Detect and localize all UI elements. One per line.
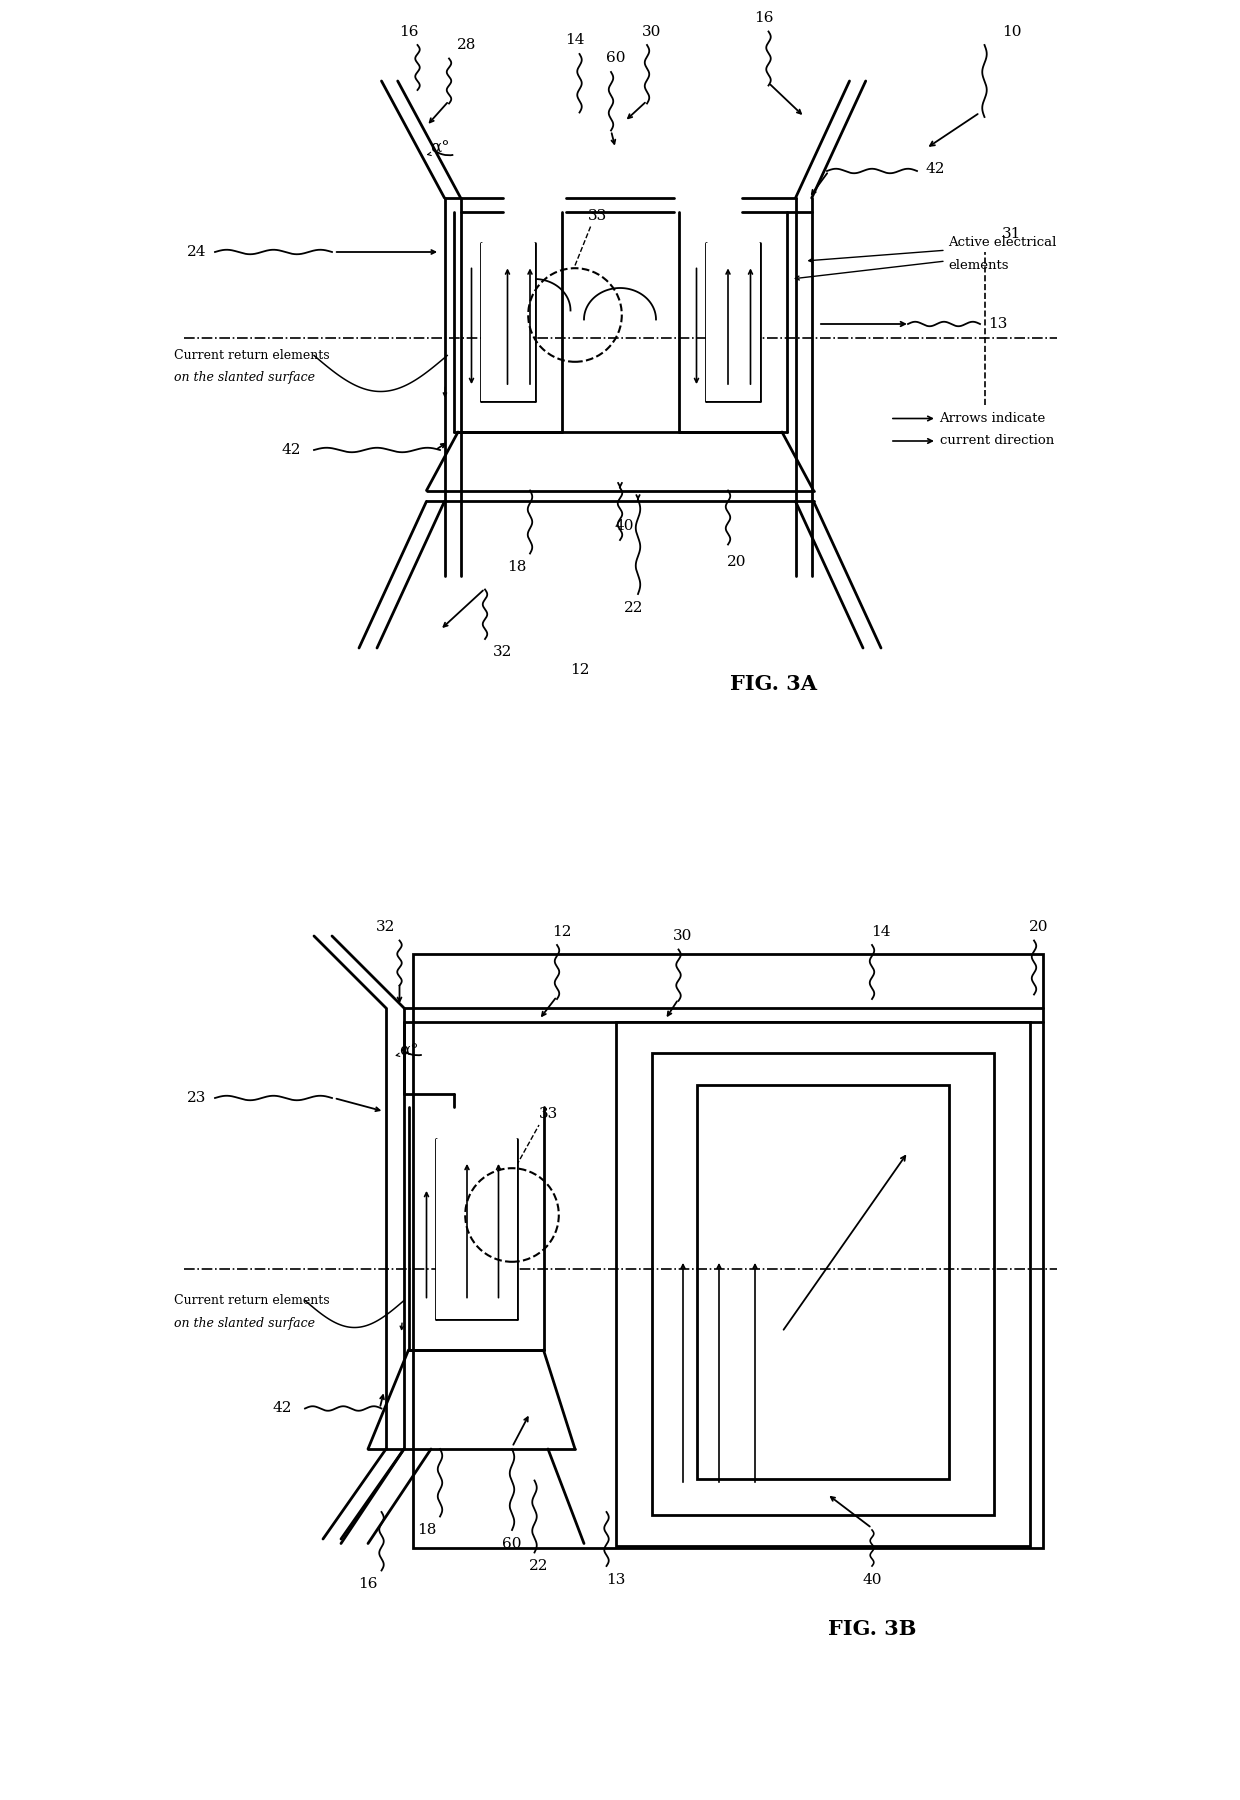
Text: Arrows indicate: Arrows indicate — [940, 412, 1045, 425]
Text: 42: 42 — [281, 443, 301, 457]
Text: 33: 33 — [588, 209, 608, 223]
Text: 28: 28 — [458, 38, 476, 52]
Text: 42: 42 — [925, 162, 945, 176]
Text: Current return elements: Current return elements — [175, 349, 330, 362]
Text: 32: 32 — [376, 920, 396, 934]
Text: current direction: current direction — [940, 434, 1054, 448]
Text: 20: 20 — [1029, 920, 1048, 934]
Text: 12: 12 — [552, 925, 572, 938]
Bar — [697, 1084, 949, 1480]
Bar — [413, 954, 1043, 1548]
Text: 40: 40 — [862, 1573, 882, 1586]
Text: 42: 42 — [273, 1402, 293, 1415]
Text: 18: 18 — [507, 560, 526, 574]
Text: 14: 14 — [565, 34, 585, 47]
Text: α°: α° — [430, 140, 450, 157]
Text: Active electrical: Active electrical — [949, 236, 1056, 250]
Bar — [651, 1053, 993, 1516]
Text: 30: 30 — [673, 929, 693, 943]
Text: 16: 16 — [358, 1577, 378, 1591]
Text: on the slanted surface: on the slanted surface — [175, 371, 315, 385]
Text: 14: 14 — [872, 925, 890, 938]
Text: 23: 23 — [187, 1091, 207, 1105]
Text: 40: 40 — [615, 520, 634, 533]
Text: 13: 13 — [606, 1573, 625, 1586]
Text: 10: 10 — [1002, 25, 1022, 38]
Text: elements: elements — [949, 259, 1009, 272]
Text: Current return elements: Current return elements — [175, 1294, 330, 1307]
Bar — [481, 243, 534, 401]
Bar — [615, 1022, 1029, 1546]
Text: FIG. 3A: FIG. 3A — [729, 673, 816, 695]
Text: 32: 32 — [494, 646, 512, 659]
Text: on the slanted surface: on the slanted surface — [175, 1316, 315, 1330]
Text: 16: 16 — [399, 25, 418, 38]
Text: 60: 60 — [606, 52, 625, 65]
Text: FIG. 3B: FIG. 3B — [828, 1618, 916, 1640]
Text: α°: α° — [399, 1042, 418, 1060]
Text: 24: 24 — [187, 245, 207, 259]
Text: 60: 60 — [502, 1537, 522, 1550]
Text: 20: 20 — [727, 556, 746, 569]
Text: 30: 30 — [642, 25, 661, 38]
Bar — [435, 1139, 517, 1318]
Text: 31: 31 — [1002, 227, 1022, 241]
Bar — [706, 243, 759, 401]
Text: 33: 33 — [538, 1107, 558, 1121]
Text: 22: 22 — [529, 1559, 549, 1573]
Text: 22: 22 — [624, 601, 644, 614]
Text: 12: 12 — [569, 664, 589, 677]
Text: 13: 13 — [988, 317, 1008, 331]
Text: 18: 18 — [417, 1523, 436, 1537]
Text: 16: 16 — [754, 11, 774, 25]
